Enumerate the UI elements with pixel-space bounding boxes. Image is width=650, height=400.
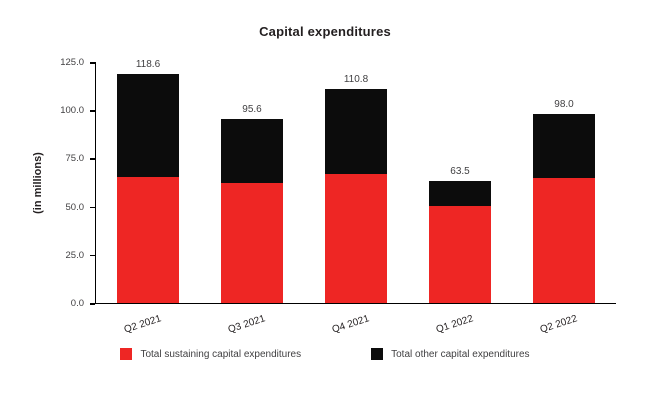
stacked-bar-q1-2022: [429, 180, 491, 303]
sustaining-swatch-icon: [120, 348, 133, 360]
segment-other: [117, 74, 179, 177]
other-swatch-icon: [371, 348, 384, 360]
bar-total-label: 110.8: [343, 74, 369, 86]
y-tick-mark: [90, 206, 95, 209]
y-tick-mark: [90, 110, 95, 112]
stacked-bar-q4-2021: [325, 89, 387, 303]
segment-sustaining: [221, 183, 283, 303]
chart-title: Capital expenditures: [259, 24, 391, 39]
segment-other: [221, 118, 283, 184]
x-axis-label: Q1 2022: [434, 313, 475, 336]
segment-sustaining: [117, 176, 179, 303]
x-axis-label: Q4 2021: [330, 313, 371, 336]
x-axis-label: Q2 2021: [122, 313, 163, 336]
segment-other: [325, 89, 387, 174]
stacked-bar-q3-2021: [221, 118, 283, 303]
bar-total-label: 95.6: [242, 103, 262, 115]
y-tick-label: 25.0: [65, 249, 85, 261]
legend-item-sustaining: Total sustaining capital expenditures: [120, 348, 301, 360]
segment-sustaining: [325, 173, 387, 303]
y-tick-mark: [90, 62, 95, 64]
bar-total-label: 98.0: [554, 99, 574, 111]
y-tick-label: 75.0: [65, 153, 85, 165]
x-axis-label: Q3 2021: [226, 313, 267, 336]
bar-total-label: 118.6: [135, 59, 161, 71]
y-tick-label: 100.0: [60, 105, 84, 117]
segment-sustaining: [429, 205, 491, 303]
segment-other: [429, 180, 491, 206]
y-tick-label: 50.0: [65, 201, 85, 213]
legend-label-sustaining: Total sustaining capital expenditures: [140, 348, 302, 360]
y-tick-mark: [90, 158, 95, 160]
y-tick-label: 0.0: [70, 298, 84, 309]
segment-sustaining: [533, 177, 595, 303]
bar-total-label: 63.5: [450, 165, 470, 177]
legend: Total sustaining capital expenditures To…: [0, 348, 650, 360]
segment-other: [533, 114, 595, 178]
y-tick-mark: [90, 303, 95, 305]
plot-area: 118.6 95.6 110.8 63.5 98.0: [95, 59, 616, 304]
x-axis-label: Q2 2022: [538, 313, 579, 336]
stacked-bar-q2-2022: [533, 114, 595, 303]
y-tick-mark: [90, 254, 95, 257]
legend-item-other: Total other capital expenditures: [371, 348, 530, 360]
stacked-bar-q2-2021: [117, 74, 179, 303]
legend-label-other: Total other capital expenditures: [391, 348, 530, 360]
y-tick-label: 125.0: [60, 57, 84, 68]
